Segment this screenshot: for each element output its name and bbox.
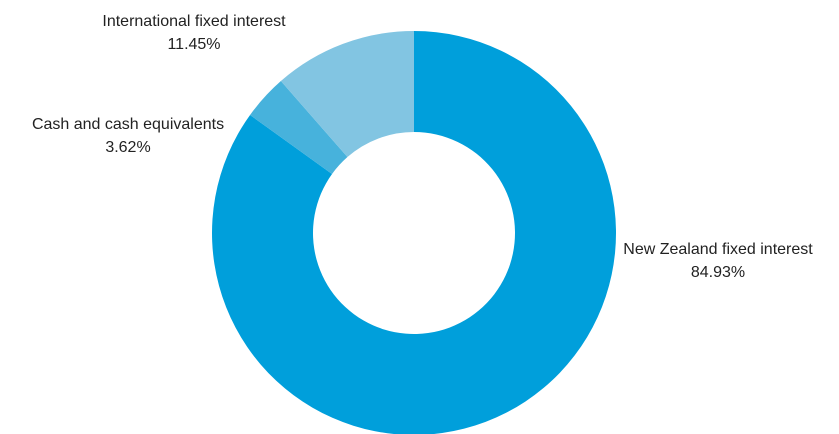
slice-label-international-fixed-interest: International fixed interest: [102, 13, 286, 30]
slice-new-zealand-fixed-interest: [212, 31, 617, 434]
slice-value-cash-and-cash-equivalents: 3.62%: [105, 139, 150, 156]
donut-slices: [212, 31, 617, 434]
slice-international-fixed-interest: [280, 31, 414, 158]
slice-cash-and-cash-equivalents: [250, 81, 348, 174]
slice-value-new-zealand-fixed-interest: 84.93%: [691, 264, 745, 281]
slice-label-new-zealand-fixed-interest: New Zealand fixed interest: [623, 241, 813, 258]
slice-value-international-fixed-interest: 11.45%: [167, 36, 220, 53]
slice-label-cash-and-cash-equivalents: Cash and cash equivalents: [32, 116, 224, 133]
